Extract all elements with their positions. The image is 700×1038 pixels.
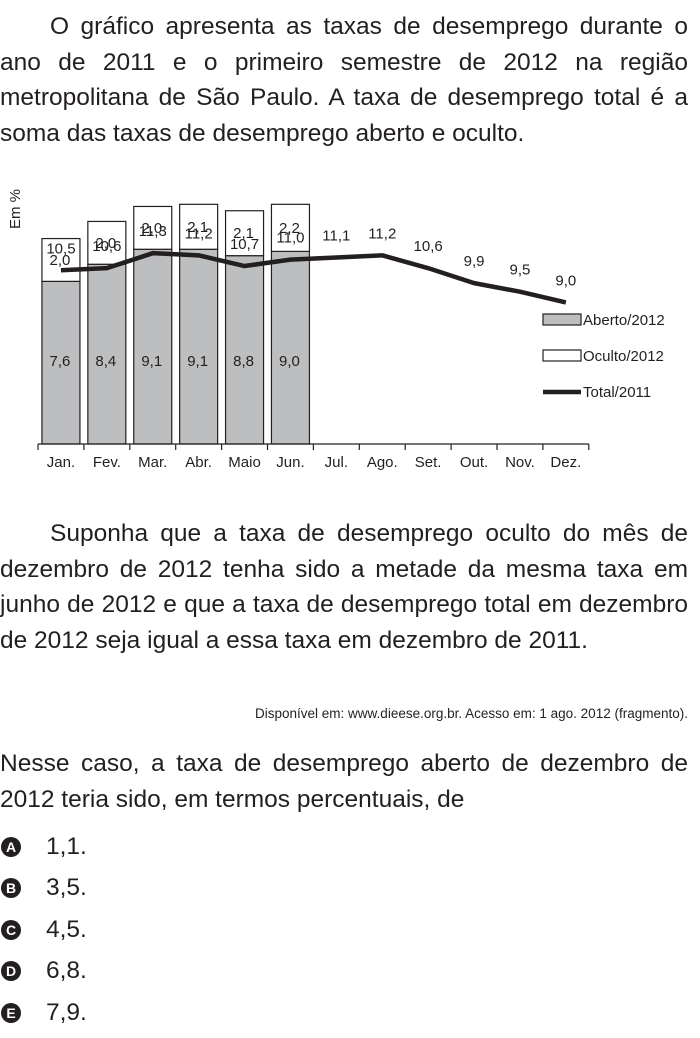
label-total-2011: 11,0 [276, 230, 304, 247]
x-tick-label: Set. [415, 454, 442, 471]
option-e-letter-icon: E [1, 1002, 21, 1023]
label-total-2011: 11,3 [139, 223, 167, 240]
legend-oculto-label: Oculto/2012 [583, 348, 664, 365]
total-2011-line [60, 250, 567, 305]
label-oculto: 2,0 [141, 220, 162, 237]
option-d-text: 6,8. [46, 957, 87, 985]
y-axis-label: Em % [7, 189, 24, 229]
label-oculto: 2,0 [95, 235, 116, 252]
option-c-letter-icon: C [1, 919, 21, 940]
x-axis: Jan. Fev. Mar. Abr. Maio Jun. Jul. Ago. Set. Out.… [37, 443, 590, 471]
label-total-2011: 10,6 [92, 238, 121, 255]
option-e[interactable]: E 7,9. [0, 992, 300, 1034]
bar-aberto-mar [133, 248, 173, 445]
bar-aberto-jan [41, 280, 81, 445]
label-total-2011: 9,9 [464, 253, 485, 270]
x-tick-label: Mar. [138, 454, 167, 471]
bars-group: 7,6 2,0 8,4 2,0 9,1 2,0 9,1 2,1 8,8 2,1 9,0 2,2 [41, 203, 311, 445]
option-b-letter-icon: B [1, 878, 21, 899]
label-total-2011: 11,1 [322, 227, 350, 244]
scenario-paragraph: Suponha que a taxa de desemprego oculto … [0, 520, 688, 654]
label-total-2011: 10,6 [414, 238, 443, 255]
bar-oculto-maio [224, 210, 265, 257]
legend-aberto-swatch [542, 313, 582, 326]
bar-oculto-jan [41, 237, 81, 282]
bar-aberto-jun [270, 250, 311, 445]
option-d[interactable]: D 6,8. [0, 951, 300, 993]
option-c-text: 4,5. [46, 915, 87, 943]
label-total-2011: 11,2 [368, 225, 396, 242]
x-tick-label: Maio [228, 454, 261, 471]
legend-aberto-label: Aberto/2012 [583, 312, 665, 329]
label-aberto: 9,1 [187, 353, 208, 370]
x-tick-label: Fev. [93, 454, 121, 471]
x-tick-label: Jul. [325, 454, 348, 471]
label-oculto: 2,2 [279, 220, 300, 237]
label-total-2011: 10,5 [46, 240, 75, 257]
option-e-text: 7,9. [46, 998, 87, 1026]
legend-total-label: Total/2011 [583, 384, 651, 401]
label-aberto: 9,0 [279, 353, 300, 370]
x-tick-label: Jun. [276, 454, 304, 471]
option-a[interactable]: A 1,1. [0, 826, 300, 868]
x-tick-label: Out. [460, 454, 488, 471]
bar-aberto-fev [87, 263, 127, 445]
option-a-text: 1,1. [46, 832, 87, 860]
option-b-text: 3,5. [46, 874, 87, 902]
x-tick-label: Ago. [367, 454, 398, 471]
legend-oculto-swatch [542, 349, 582, 362]
intro-paragraph: O gráfico apresenta as taxas de desempre… [0, 13, 688, 147]
option-c[interactable]: C 4,5. [0, 909, 300, 951]
x-tick-label: Nov. [505, 454, 535, 471]
question-text: Nesse caso, a taxa de desemprego aberto … [0, 750, 688, 813]
option-d-letter-icon: D [1, 961, 21, 982]
label-total-2011: 11,2 [185, 225, 213, 242]
option-a-letter-icon: A [1, 836, 21, 857]
x-tick-label: Dez. [550, 454, 581, 471]
bar-aberto-abr [179, 248, 219, 445]
answer-options: A 1,1. B 3,5. C 4,5. D 6,8. E 7,9. [0, 826, 300, 1034]
label-oculto: 2,1 [187, 219, 208, 236]
chart-legend: Aberto/2012 Oculto/2012 Total/2011 [542, 312, 665, 401]
bar-aberto-maio [224, 255, 265, 445]
x-tick-label: Jan. [47, 454, 75, 471]
total-2011-line-group: 10,5 10,6 11,3 11,2 10,7 11,0 11,1 11,2 10,6 9,9 9… [46, 223, 576, 305]
label-total-2011: 10,7 [230, 236, 259, 253]
label-total-2011: 9,0 [555, 272, 576, 289]
source-citation: Disponível em: www.dieese.org.br. Acesso… [255, 706, 688, 721]
label-oculto: 2,1 [233, 225, 254, 242]
label-aberto: 8,4 [95, 353, 116, 370]
bar-oculto-mar [133, 205, 173, 250]
label-aberto: 9,1 [141, 353, 162, 370]
label-oculto: 2,0 [50, 252, 71, 269]
label-aberto: 7,6 [50, 353, 71, 370]
label-aberto: 8,8 [233, 353, 254, 370]
x-tick-label: Abr. [185, 454, 212, 471]
option-b[interactable]: B 3,5. [0, 868, 300, 910]
bar-oculto-jun [270, 203, 311, 252]
unemployment-chart: Em % 7,6 2,0 8,4 2,0 9,1 2,0 9,1 2,1 8,8 2,1 9,0 2,… [7, 189, 665, 471]
bar-oculto-fev [87, 220, 127, 265]
label-total-2011: 9,5 [510, 262, 531, 279]
bar-oculto-abr [179, 203, 219, 250]
